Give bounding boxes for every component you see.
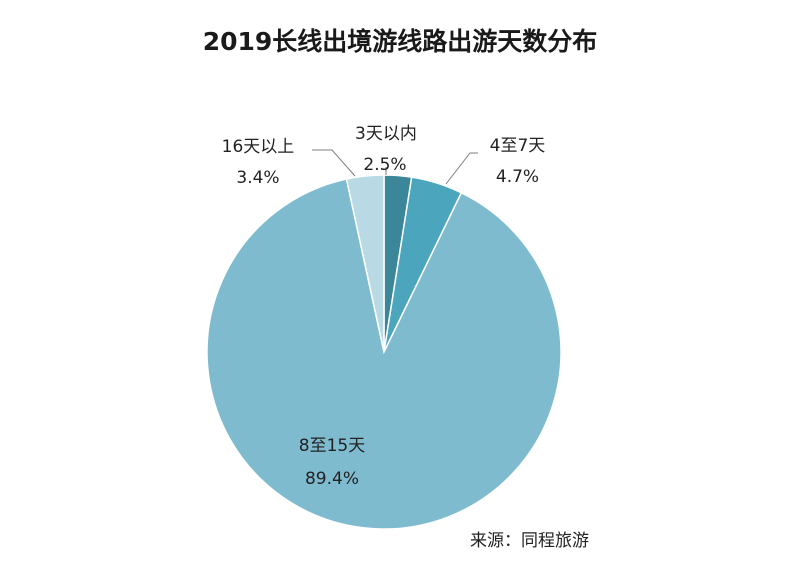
source-note: 来源：同程旅游 — [470, 531, 589, 551]
leader-line-16-plus-days — [312, 149, 356, 177]
slice-label-4-7-days: 4至7天 4.7% — [480, 136, 555, 187]
slice-label-16-plus-days: 16天以上 3.4% — [213, 137, 303, 188]
slice-label-value: 2.5% — [363, 155, 407, 175]
slice-label-name: 4至7天 — [489, 136, 546, 156]
slice-label-name: 8至15天 — [298, 436, 366, 456]
leader-line-4-7-days — [445, 152, 478, 185]
slice-label-value: 89.4% — [304, 469, 359, 489]
chart-title: 2019长线出境游线路出游天数分布 — [202, 27, 598, 56]
slice-label-name: 3天以内 — [355, 124, 417, 144]
slice-label-8-15-days: 8至15天 89.4% — [292, 436, 372, 489]
pie-slice-3 — [345, 174, 385, 353]
slice-label-name: 16天以上 — [221, 137, 295, 157]
slice-label-value: 4.7% — [495, 167, 540, 187]
slice-label-3-days: 3天以内 2.5% — [355, 124, 417, 175]
slice-label-value: 3.4% — [236, 168, 280, 188]
pie-slice-2 — [206, 178, 562, 530]
